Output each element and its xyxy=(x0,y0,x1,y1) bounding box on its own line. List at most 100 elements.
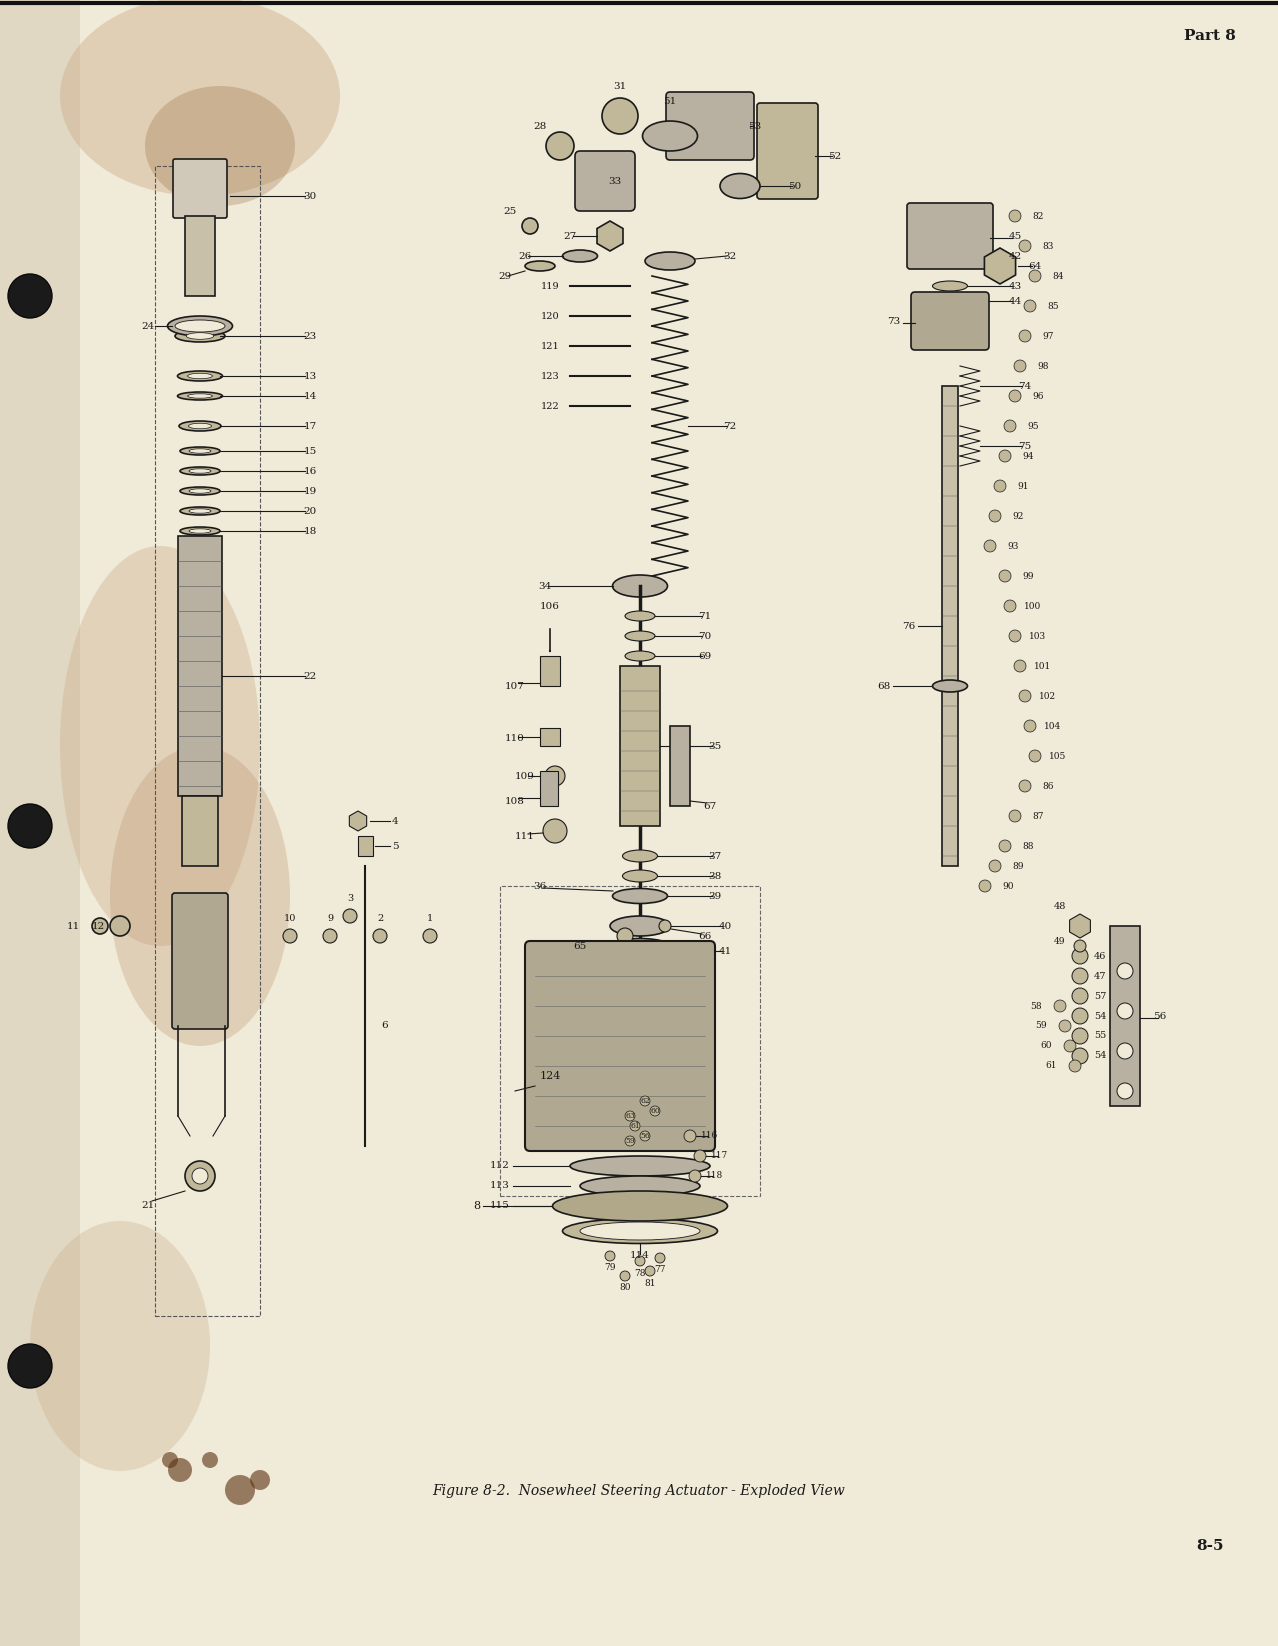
Text: 5: 5 xyxy=(391,841,399,851)
Bar xyxy=(620,667,659,826)
Circle shape xyxy=(989,510,1001,522)
Text: 25: 25 xyxy=(504,206,516,216)
Text: 92: 92 xyxy=(1012,512,1024,520)
Text: 115: 115 xyxy=(491,1202,510,1210)
Ellipse shape xyxy=(180,487,220,495)
Ellipse shape xyxy=(622,871,657,882)
Text: 84: 84 xyxy=(1052,272,1063,280)
Circle shape xyxy=(250,1470,270,1490)
Text: 77: 77 xyxy=(654,1266,666,1274)
Text: 30: 30 xyxy=(303,191,317,201)
Text: 3: 3 xyxy=(346,894,353,902)
Text: 45: 45 xyxy=(1008,232,1021,240)
Circle shape xyxy=(110,917,130,937)
Text: 33: 33 xyxy=(608,176,621,186)
FancyBboxPatch shape xyxy=(757,104,818,199)
Text: 8: 8 xyxy=(473,1202,481,1211)
Text: 121: 121 xyxy=(541,341,560,351)
Text: 37: 37 xyxy=(708,851,722,861)
Circle shape xyxy=(999,449,1011,463)
Text: 29: 29 xyxy=(498,272,511,280)
Bar xyxy=(358,836,373,856)
Bar xyxy=(1111,927,1140,1106)
Text: 85: 85 xyxy=(1047,301,1058,311)
Text: 101: 101 xyxy=(1034,662,1052,670)
Ellipse shape xyxy=(189,528,211,533)
Circle shape xyxy=(999,570,1011,583)
Text: 4: 4 xyxy=(391,816,399,826)
Ellipse shape xyxy=(175,329,225,342)
Text: 12: 12 xyxy=(92,922,105,930)
Ellipse shape xyxy=(562,1218,717,1243)
Text: 104: 104 xyxy=(1044,721,1062,731)
Text: 18: 18 xyxy=(303,527,317,535)
Circle shape xyxy=(167,1458,192,1481)
Text: 21: 21 xyxy=(142,1202,155,1210)
Text: 16: 16 xyxy=(303,466,317,476)
Ellipse shape xyxy=(188,374,212,379)
Circle shape xyxy=(546,132,574,160)
Text: 50: 50 xyxy=(789,181,801,191)
Circle shape xyxy=(282,928,296,943)
Text: 80: 80 xyxy=(620,1284,631,1292)
Ellipse shape xyxy=(180,448,220,454)
Circle shape xyxy=(1019,780,1031,792)
Text: 64: 64 xyxy=(1029,262,1042,270)
Text: 93: 93 xyxy=(1007,542,1019,550)
Text: 105: 105 xyxy=(1049,752,1067,760)
Circle shape xyxy=(1072,1049,1088,1063)
Text: 38: 38 xyxy=(708,871,722,881)
Text: 20: 20 xyxy=(303,507,317,515)
Text: 14: 14 xyxy=(303,392,317,400)
Ellipse shape xyxy=(175,319,225,332)
Ellipse shape xyxy=(612,889,667,904)
Text: 22: 22 xyxy=(303,672,317,680)
Circle shape xyxy=(1019,329,1031,342)
Circle shape xyxy=(645,1266,656,1276)
Circle shape xyxy=(8,803,52,848)
Bar xyxy=(185,216,215,296)
Text: 107: 107 xyxy=(505,681,525,691)
Text: 61: 61 xyxy=(1045,1062,1057,1070)
Text: 56: 56 xyxy=(1153,1012,1167,1021)
Text: Figure 8-2.  Nosewheel Steering Actuator - Exploded View: Figure 8-2. Nosewheel Steering Actuator … xyxy=(433,1485,845,1498)
Circle shape xyxy=(656,1253,665,1262)
Text: 57: 57 xyxy=(1094,991,1107,1001)
Circle shape xyxy=(543,820,567,843)
Text: 61: 61 xyxy=(630,1123,640,1131)
Ellipse shape xyxy=(625,630,656,640)
Circle shape xyxy=(689,1170,702,1182)
Circle shape xyxy=(651,1106,659,1116)
Circle shape xyxy=(640,1096,651,1106)
Text: 124: 124 xyxy=(539,1072,561,1081)
Circle shape xyxy=(602,99,638,133)
Text: 59: 59 xyxy=(625,1137,635,1146)
Circle shape xyxy=(423,928,437,943)
Circle shape xyxy=(373,928,387,943)
Text: 60: 60 xyxy=(1040,1042,1052,1050)
Text: 112: 112 xyxy=(491,1162,510,1170)
Text: 54: 54 xyxy=(1094,1012,1107,1021)
Text: 79: 79 xyxy=(604,1264,616,1272)
Text: 99: 99 xyxy=(1022,571,1034,581)
Ellipse shape xyxy=(933,680,967,691)
Circle shape xyxy=(202,1452,219,1468)
Text: 48: 48 xyxy=(1054,902,1066,910)
Circle shape xyxy=(1005,601,1016,612)
Ellipse shape xyxy=(188,393,212,398)
Text: 9: 9 xyxy=(327,914,334,922)
Text: 13: 13 xyxy=(303,372,317,380)
Ellipse shape xyxy=(29,1221,210,1472)
Text: 70: 70 xyxy=(698,632,712,640)
Circle shape xyxy=(1072,968,1088,984)
Ellipse shape xyxy=(610,917,670,937)
Text: 114: 114 xyxy=(630,1251,651,1261)
Text: 17: 17 xyxy=(303,421,317,431)
Bar xyxy=(541,770,558,807)
Ellipse shape xyxy=(622,849,657,863)
Circle shape xyxy=(323,928,337,943)
Ellipse shape xyxy=(189,449,211,453)
Text: 122: 122 xyxy=(541,402,560,410)
Text: 41: 41 xyxy=(718,946,731,955)
Text: 123: 123 xyxy=(541,372,560,380)
